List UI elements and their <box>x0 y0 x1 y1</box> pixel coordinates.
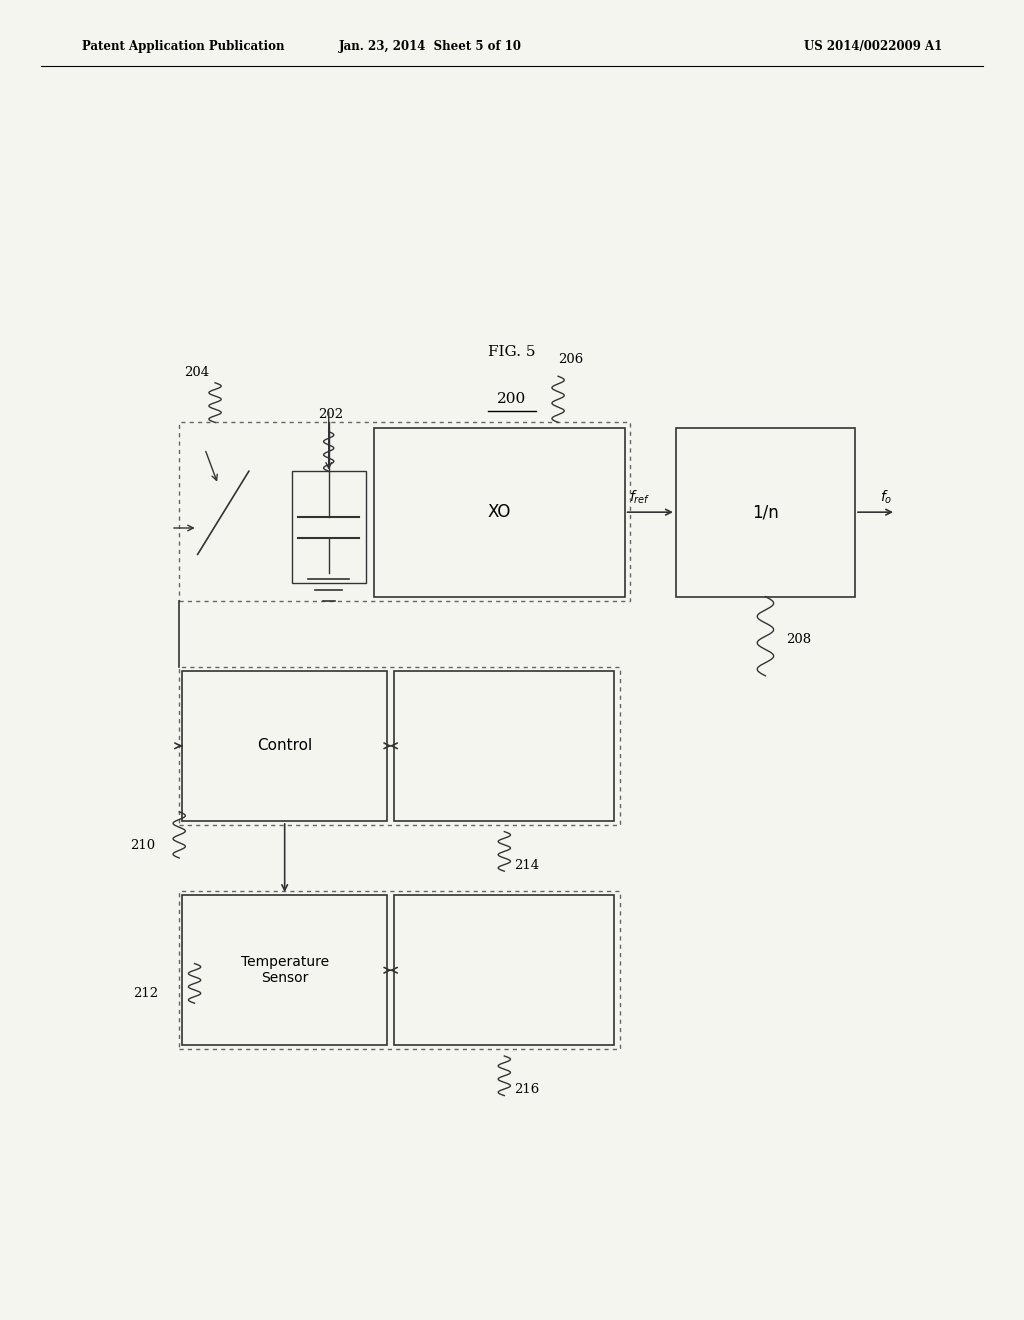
Text: Temperature
Sensor: Temperature Sensor <box>241 956 329 985</box>
Text: $f_{ref}$: $f_{ref}$ <box>629 488 651 506</box>
Text: $f_o$: $f_o$ <box>880 488 892 506</box>
Text: 214: 214 <box>514 858 540 871</box>
Text: 208: 208 <box>786 632 811 645</box>
Text: 200: 200 <box>498 392 526 405</box>
Text: 202: 202 <box>318 408 344 421</box>
Text: US 2014/0022009 A1: US 2014/0022009 A1 <box>804 40 942 53</box>
Text: 204: 204 <box>184 366 210 379</box>
Text: 206: 206 <box>558 352 584 366</box>
Text: Jan. 23, 2014  Sheet 5 of 10: Jan. 23, 2014 Sheet 5 of 10 <box>339 40 521 53</box>
Text: 212: 212 <box>133 986 159 999</box>
Text: XO: XO <box>487 503 511 521</box>
Text: Control: Control <box>257 738 312 754</box>
Text: Patent Application Publication: Patent Application Publication <box>82 40 285 53</box>
Text: 216: 216 <box>514 1082 540 1096</box>
Text: 1/n: 1/n <box>752 503 779 521</box>
Text: 210: 210 <box>130 838 156 851</box>
Text: FIG. 5: FIG. 5 <box>488 346 536 359</box>
